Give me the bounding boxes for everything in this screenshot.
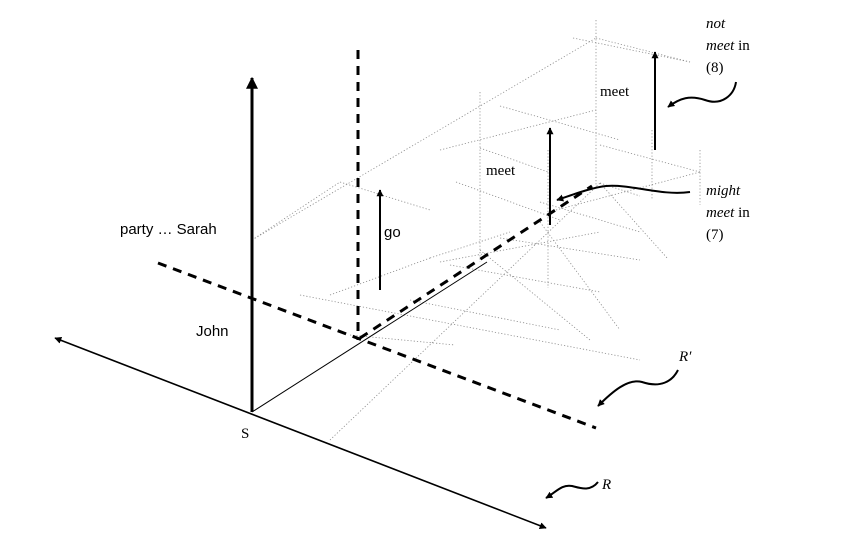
svg-text:meet in: meet in (706, 205, 750, 221)
might-meet-dashed-line (359, 184, 593, 340)
r-pointer (545, 481, 599, 499)
go-label: go (384, 224, 401, 241)
might-meet-annotation: might meet in (7) (706, 183, 750, 243)
svg-text:might: might (706, 183, 741, 199)
r-prime-line (157, 261, 597, 430)
r-prime-label: R′ (678, 349, 692, 365)
svg-text:meet in: meet in (706, 38, 750, 54)
s-event-line (251, 261, 488, 413)
meet-top-label: meet (600, 84, 630, 100)
svg-text:(8): (8) (706, 60, 724, 76)
meet-middle-label: meet (486, 163, 516, 179)
dotted-grid (251, 20, 701, 441)
r-prime-pointer (597, 369, 679, 407)
might-meet-pointer (556, 184, 691, 202)
not-meet-annotation: not meet in (8) (706, 16, 750, 76)
svg-text:(7): (7) (706, 227, 724, 243)
john-label: John (196, 323, 229, 340)
svg-text:not: not (706, 16, 726, 32)
r-axis (54, 337, 547, 529)
not-meet-pointer (667, 81, 737, 108)
party-sarah-label: party … Sarah (120, 221, 217, 238)
s-label: S (241, 426, 249, 442)
r-label: R (601, 477, 611, 493)
